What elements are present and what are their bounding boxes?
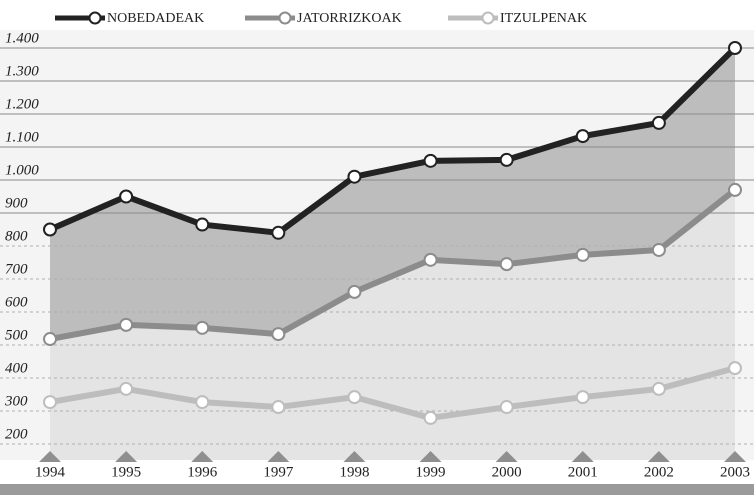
data-point xyxy=(347,390,362,405)
x-tick-marker xyxy=(724,451,746,462)
data-point xyxy=(728,361,742,376)
data-point xyxy=(423,153,438,168)
x-tick-marker xyxy=(191,451,214,462)
data-point xyxy=(195,395,210,410)
data-point xyxy=(423,252,438,267)
data-point xyxy=(119,189,134,204)
legend-marker xyxy=(88,11,102,25)
data-point xyxy=(43,222,57,237)
data-point xyxy=(195,320,210,335)
series-line xyxy=(48,45,738,236)
y-tick-label: 700 xyxy=(5,261,28,277)
data-point xyxy=(43,395,57,410)
data-point xyxy=(728,41,742,55)
x-tick-marker xyxy=(39,451,61,462)
data-point xyxy=(499,257,514,272)
data-point xyxy=(119,317,134,332)
data-point xyxy=(575,247,590,262)
y-tick-label: 600 xyxy=(5,294,28,310)
legend-marker xyxy=(481,11,495,25)
data-point xyxy=(347,284,362,299)
area-band xyxy=(50,48,735,340)
data-point xyxy=(651,115,666,130)
legend-label: JATORRIZKOAK xyxy=(297,11,402,26)
data-point xyxy=(499,152,514,167)
data-point xyxy=(575,390,590,405)
data-point xyxy=(499,400,514,415)
x-tick-label: 1998 xyxy=(339,464,369,480)
data-point xyxy=(119,381,134,396)
x-tick-label: 1999 xyxy=(416,464,446,480)
y-tick-label: 500 xyxy=(5,327,28,343)
x-tick-label: 2003 xyxy=(720,464,750,480)
y-tick-label: 900 xyxy=(5,195,28,211)
y-tick-label: 200 xyxy=(5,426,28,442)
legend-label: NOBEDADEAK xyxy=(107,11,204,26)
x-tick-marker xyxy=(419,451,442,462)
y-tick-label: 800 xyxy=(5,228,28,244)
series-line xyxy=(49,365,736,421)
x-tick-label: 2000 xyxy=(492,464,522,480)
data-point xyxy=(271,225,286,240)
data-point xyxy=(195,217,210,232)
y-tick-label: 1.200 xyxy=(5,96,39,112)
data-point xyxy=(43,332,57,347)
y-tick-label: 1.000 xyxy=(5,162,39,178)
bottom-strip xyxy=(0,484,754,495)
y-tick-label: 1.400 xyxy=(5,30,39,46)
series-line xyxy=(49,187,737,343)
legend-label: ITZULPENAK xyxy=(500,11,587,26)
legend-marker xyxy=(278,11,292,25)
data-point xyxy=(423,410,438,425)
x-tick-label: 1995 xyxy=(111,464,141,480)
x-tick-marker xyxy=(267,451,290,462)
x-tick-marker xyxy=(115,451,138,462)
data-point xyxy=(347,169,362,184)
data-point xyxy=(651,242,666,257)
x-tick-marker xyxy=(647,451,670,462)
data-point xyxy=(271,327,286,342)
data-point xyxy=(575,129,590,144)
data-point xyxy=(728,182,742,197)
x-tick-label: 1996 xyxy=(187,464,218,480)
x-tick-marker xyxy=(495,451,518,462)
y-tick-label: 1.300 xyxy=(5,63,39,79)
x-tick-marker xyxy=(571,451,594,462)
x-tick-label: 1994 xyxy=(35,464,66,480)
x-tick-label: 1997 xyxy=(263,464,294,480)
data-point xyxy=(271,400,286,415)
x-tick-marker xyxy=(343,451,366,462)
x-tick-label: 2001 xyxy=(568,464,598,480)
x-tick-label: 2002 xyxy=(644,464,674,480)
y-tick-label: 400 xyxy=(5,360,28,376)
y-tick-label: 1.100 xyxy=(5,129,39,145)
data-point xyxy=(651,381,666,396)
y-tick-label: 300 xyxy=(4,393,28,409)
